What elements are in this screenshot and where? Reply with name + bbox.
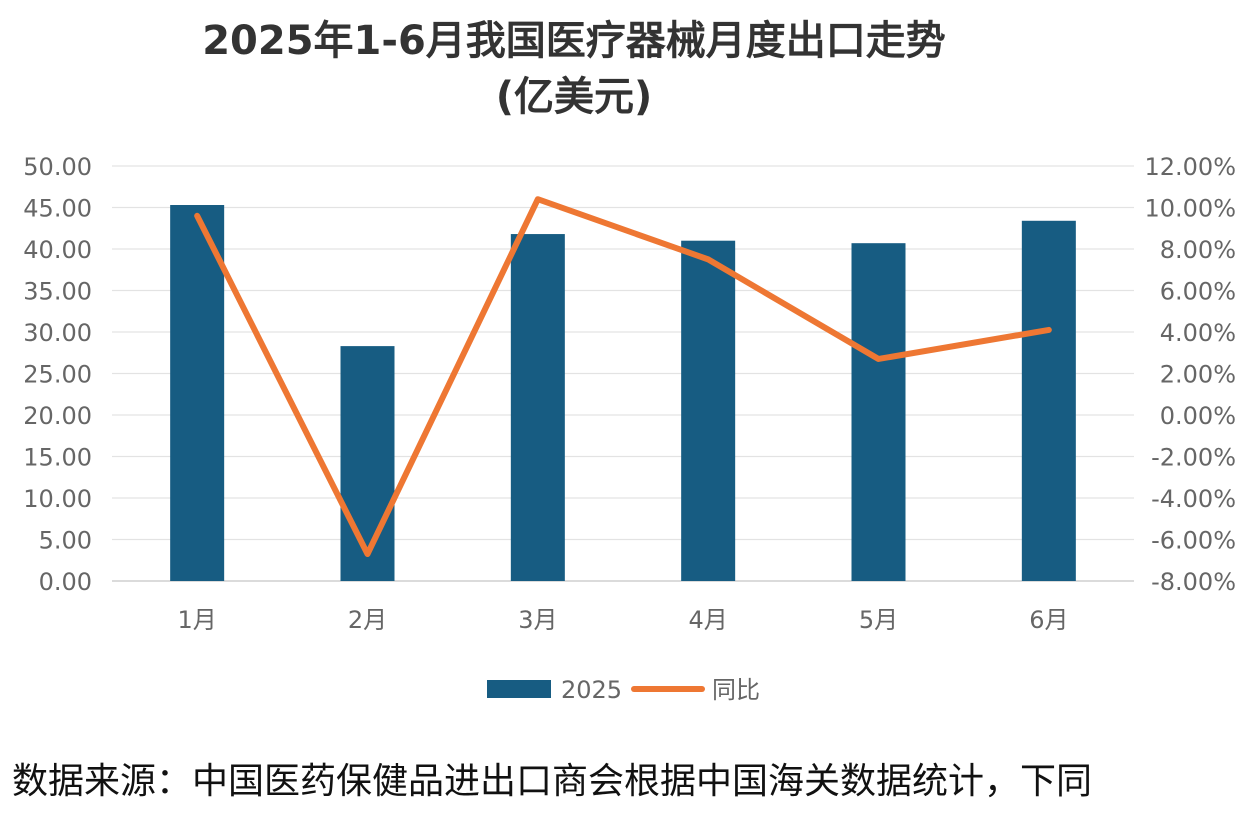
chart-title: 2025年1-6月我国医疗器械月度出口走势 — [202, 18, 946, 64]
source-note: 数据来源：中国医药保健品进出口商会根据中国海关数据统计，下同 — [12, 761, 1093, 802]
right-tick-label: -2.00% — [1151, 444, 1236, 472]
left-tick-label: 0.00 — [39, 568, 92, 596]
x-tick-label: 4月 — [689, 606, 728, 634]
yoy-line — [194, 196, 1052, 558]
left-tick-label: 45.00 — [23, 195, 92, 223]
bar-series — [170, 205, 1076, 581]
bar — [170, 205, 225, 581]
left-tick-label: 15.00 — [23, 444, 92, 472]
legend-swatch-bar — [487, 680, 551, 698]
x-axis-ticks: 1月 2月 3月 4月 5月 6月 — [178, 606, 1069, 634]
left-tick-label: 5.00 — [39, 527, 92, 555]
chart-area: 0.00 5.00 10.00 15.00 20.00 25.00 30.00 35.00 40… — [23, 153, 1236, 704]
chart-subtitle: (亿美元) — [495, 74, 653, 120]
bar — [1021, 220, 1076, 581]
x-tick-label: 1月 — [178, 606, 217, 634]
x-tick-label: 2月 — [348, 606, 387, 634]
right-tick-label: 8.00% — [1160, 236, 1236, 264]
right-tick-label: 2.00% — [1160, 361, 1236, 389]
left-tick-label: 40.00 — [23, 236, 92, 264]
right-tick-label: -4.00% — [1151, 485, 1236, 513]
left-tick-label: 10.00 — [23, 485, 92, 513]
right-tick-label: 4.00% — [1160, 319, 1236, 347]
bar — [851, 243, 906, 581]
left-axis-ticks: 0.00 5.00 10.00 15.00 20.00 25.00 30.00 35.00 40… — [23, 153, 92, 596]
right-tick-label: 10.00% — [1144, 195, 1236, 223]
gridlines — [112, 165, 1134, 582]
right-tick-label: 0.00% — [1160, 402, 1236, 430]
right-tick-label: -8.00% — [1151, 568, 1236, 596]
left-tick-label: 30.00 — [23, 319, 92, 347]
legend-label-line: 同比 — [712, 676, 760, 704]
legend-label-bar: 2025 — [561, 676, 622, 704]
line-series — [194, 196, 1052, 558]
left-tick-label: 35.00 — [23, 278, 92, 306]
bar — [510, 234, 565, 581]
right-tick-label: -6.00% — [1151, 527, 1236, 555]
right-tick-label: 6.00% — [1160, 278, 1236, 306]
legend: 2025 同比 — [487, 676, 760, 704]
left-tick-label: 50.00 — [23, 153, 92, 181]
right-tick-label: 12.00% — [1144, 153, 1236, 181]
x-tick-label: 5月 — [859, 606, 898, 634]
x-tick-label: 6月 — [1029, 606, 1068, 634]
bar — [340, 346, 395, 581]
x-tick-label: 3月 — [518, 606, 557, 634]
left-tick-label: 25.00 — [23, 361, 92, 389]
right-axis-ticks: -8.00% -6.00% -4.00% -2.00% 0.00% 2.00% 4.00% 6… — [1144, 153, 1236, 596]
bar — [681, 240, 736, 581]
left-tick-label: 20.00 — [23, 402, 92, 430]
